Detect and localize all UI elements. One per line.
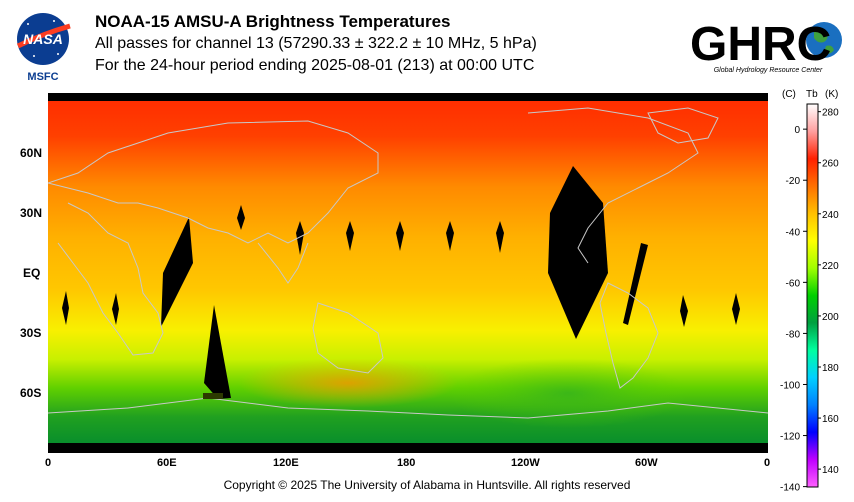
page-title: NOAA-15 AMSU-A Brightness Temperatures: [95, 12, 451, 31]
colorbar-celsius-tick: -80: [786, 329, 801, 340]
nodata-bottom-band: [48, 443, 768, 453]
lon-label-180: 180: [397, 457, 416, 469]
colorbar-unit-kelvin: (K): [825, 89, 838, 100]
lat-label-30s: 30S: [20, 326, 42, 340]
channel-subtitle: All passes for channel 13 (57290.33 ± 32…: [95, 35, 537, 52]
colorbar-celsius-tick: -40: [786, 227, 801, 238]
colorbar-kelvin-tick: 220: [822, 261, 839, 272]
colorbar-kelvin-tick: 240: [822, 210, 839, 221]
nodata-top-band: [48, 93, 768, 101]
colorbar-unit-tb: Tb: [806, 89, 818, 100]
cool-anomaly: [448, 358, 688, 428]
ghrc-logo-graphic: GHRC Global Hydrology Resource Center: [690, 18, 842, 74]
colorbar-celsius-tick: -20: [786, 176, 801, 187]
lon-label-120e: 120E: [273, 457, 299, 469]
brightness-temperature-map: [47, 93, 769, 453]
lat-label-60s: 60S: [20, 386, 42, 400]
lon-label-60w: 60W: [635, 457, 658, 469]
warm-anomaly: [238, 358, 458, 408]
map-svg: [47, 93, 769, 453]
colorbar-ticks: 0 -20 -40 -60 -80 -100 -120 -140 280 260 240 220 200…: [780, 108, 839, 494]
patch: [203, 393, 223, 399]
copyright-footer: Copyright © 2025 The University of Alaba…: [223, 478, 631, 492]
colorbar-kelvin-tick: 180: [822, 363, 839, 374]
msfc-text: MSFC: [27, 71, 58, 82]
colorbar-kelvin-tick: 280: [822, 108, 839, 119]
lat-label-30n: 30N: [20, 206, 43, 220]
lat-label-eq: EQ: [23, 266, 41, 280]
swath-gaps: [62, 166, 740, 399]
colorbar-kelvin-tick: 140: [822, 465, 839, 476]
lon-label-60e: 60E: [157, 457, 177, 469]
colorbar-unit-celsius: (C): [782, 89, 796, 100]
nasa-logo-text: NASA: [23, 31, 63, 47]
colorbar: (C) Tb (K) 0 -20 -40 -60 -80 -100 -120 -140 280 2…: [780, 89, 839, 494]
nasa-meatball-icon: NASA MSFC: [16, 13, 71, 83]
period-subtitle: For the 24-hour period ending 2025-08-01…: [95, 57, 535, 74]
lon-label-0-right: 0: [764, 457, 771, 469]
nasa-logo: NASA MSFC: [14, 12, 72, 83]
ghrc-logo: GHRC Global Hydrology Resource Center: [688, 10, 848, 76]
ghrc-subtitle: Global Hydrology Resource Center: [714, 67, 823, 74]
colorbar-ramp: [806, 103, 819, 488]
colorbar-kelvin-tick: 160: [822, 414, 839, 425]
colorbar-celsius-tick: -100: [780, 380, 800, 391]
colorbar-kelvin-tick: 200: [822, 312, 839, 323]
lon-label-0-left: 0: [45, 457, 52, 469]
colorbar-kelvin-tick: 260: [822, 159, 839, 170]
colorbar-celsius-tick: -140: [780, 483, 800, 494]
ghrc-logo-text: GHRC: [690, 18, 831, 71]
colorbar-celsius-tick: -120: [780, 432, 800, 443]
coastlines: [47, 107, 769, 419]
lat-label-60n: 60N: [20, 146, 43, 160]
colorbar-celsius-tick: 0: [794, 125, 800, 136]
lon-label-120w: 120W: [511, 457, 540, 469]
title-block: NOAA-15 AMSU-A Brightness Temperatures A…: [95, 11, 537, 77]
colorbar-celsius-tick: -60: [786, 278, 801, 289]
